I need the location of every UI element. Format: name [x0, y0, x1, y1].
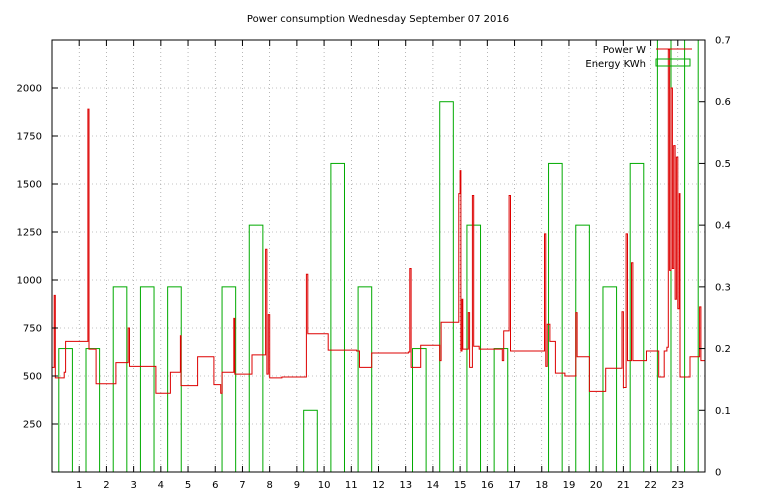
- y-right-tick-label: 0.4: [715, 221, 731, 232]
- x-tick-label: 9: [294, 480, 300, 491]
- x-tick-label: 10: [318, 480, 331, 491]
- x-tick-label: 2: [103, 480, 109, 491]
- energy-bar: [357, 286, 373, 473]
- x-tick-label: 21: [617, 480, 630, 491]
- power-series: [52, 49, 705, 394]
- energy-bar: [112, 286, 128, 473]
- y-left-tick-label: 1000: [17, 276, 42, 287]
- y-right-tick-label: 0.3: [715, 282, 731, 293]
- y-right-tick-label: 0.7: [715, 36, 731, 47]
- y-left-tick-label: 1500: [17, 180, 42, 191]
- y-left-tick-label: 500: [23, 372, 42, 383]
- energy-bar: [139, 286, 155, 473]
- x-tick-label: 11: [345, 480, 358, 491]
- x-tick-label: 5: [185, 480, 191, 491]
- x-tick-label: 8: [266, 480, 272, 491]
- energy-bar: [548, 162, 563, 473]
- legend-energy-swatch: [655, 58, 691, 67]
- energy-bar: [303, 409, 318, 473]
- x-tick-label: 17: [508, 480, 521, 491]
- y-right-tick-label: 0.2: [715, 344, 731, 355]
- x-tick-label: 7: [239, 480, 245, 491]
- energy-bar: [167, 286, 182, 473]
- legend: Power W Energy KWh: [585, 45, 692, 70]
- x-tick-label: 13: [399, 480, 412, 491]
- x-tick-label: 15: [454, 480, 467, 491]
- energy-bar: [439, 101, 454, 473]
- x-tick-label: 6: [212, 480, 218, 491]
- axes: 250 500 750 1000 1250 1500 1750 2000 0 0.1 0.2 0.3 0…: [17, 36, 731, 492]
- y-left-tick-label: 2000: [17, 84, 42, 95]
- y-left-tick-label: 1750: [17, 132, 42, 143]
- x-tick-label: 16: [481, 480, 494, 491]
- energy-bar: [330, 162, 345, 473]
- y-left-tick-label: 250: [23, 420, 42, 431]
- energy-bar: [602, 286, 618, 473]
- y-right-tick-label: 0.6: [715, 97, 731, 108]
- grid: [52, 40, 705, 472]
- power-line: [52, 49, 705, 394]
- x-tick-label: 3: [130, 480, 136, 491]
- energy-bar: [656, 39, 672, 473]
- y-left-tick-label: 1250: [17, 228, 42, 239]
- y-right-tick-label: 0.1: [715, 406, 731, 417]
- y-right-tick-label: 0.5: [715, 159, 731, 170]
- x-tick-label: 18: [535, 480, 548, 491]
- x-tick-label: 20: [590, 480, 603, 491]
- x-tick-label: 19: [563, 480, 576, 491]
- x-tick-label: 14: [427, 480, 440, 491]
- x-tick-label: 23: [671, 480, 684, 491]
- x-tick-label: 4: [158, 480, 164, 491]
- x-tick-label: 22: [644, 480, 657, 491]
- legend-power-label: Power W: [603, 45, 646, 56]
- chart-title: Power consumption Wednesday September 07…: [247, 14, 509, 25]
- y-left-tick-label: 750: [23, 324, 42, 335]
- y-right-tick-label: 0: [715, 468, 721, 479]
- energy-bar: [684, 39, 699, 473]
- energy-bar: [85, 348, 101, 473]
- energy-bar: [575, 224, 590, 473]
- energy-bar: [221, 286, 237, 473]
- energy-bar: [248, 224, 264, 473]
- legend-energy-label: Energy KWh: [585, 59, 646, 70]
- energy-bar: [493, 348, 509, 473]
- energy-bar: [629, 162, 645, 473]
- x-tick-label: 1: [76, 480, 82, 491]
- x-tick-label: 12: [372, 480, 385, 491]
